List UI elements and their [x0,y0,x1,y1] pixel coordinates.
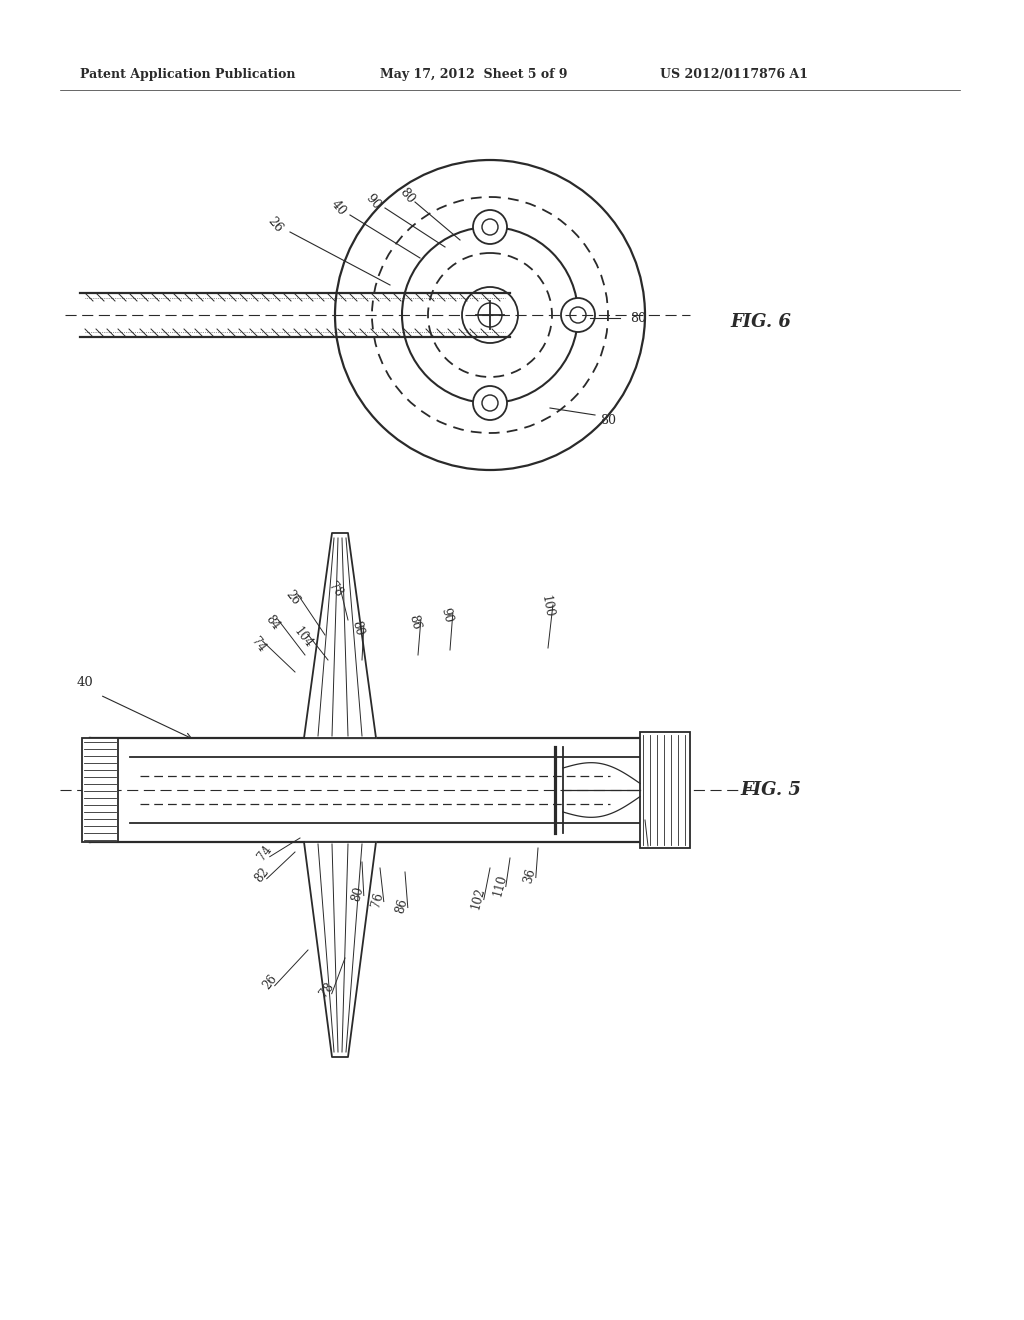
Text: 40: 40 [77,676,93,689]
Text: 74: 74 [255,843,274,863]
Bar [90,738,660,842]
Text: 86: 86 [394,898,411,915]
Text: 100: 100 [539,594,555,618]
Bar [640,733,690,847]
Text: 80: 80 [600,413,616,426]
Text: 98: 98 [641,833,655,846]
Text: 78: 78 [317,981,337,999]
Circle shape [561,298,595,333]
Text: Patent Application Publication: Patent Application Publication [80,69,296,81]
Polygon shape [304,533,376,738]
Text: 26: 26 [260,972,280,991]
Text: 104: 104 [291,626,315,651]
Text: 40: 40 [328,198,348,218]
Text: 90: 90 [438,606,456,624]
Polygon shape [304,842,376,1057]
Circle shape [473,210,507,244]
Text: 80: 80 [397,186,417,206]
Text: 82: 82 [252,865,271,884]
Text: 80: 80 [350,886,367,903]
Text: FIG. 5: FIG. 5 [740,781,801,799]
Bar [82,738,118,842]
Text: 78: 78 [326,579,345,599]
Text: 80: 80 [630,312,646,325]
Text: 90: 90 [362,191,383,213]
Text: US 2012/0117876 A1: US 2012/0117876 A1 [660,69,808,81]
Text: May 17, 2012  Sheet 5 of 9: May 17, 2012 Sheet 5 of 9 [380,69,567,81]
Bar [80,293,510,337]
Text: 26: 26 [265,215,285,235]
Text: FIG. 6: FIG. 6 [730,313,791,331]
Circle shape [473,385,507,420]
Text: 76: 76 [370,891,386,909]
Text: 80: 80 [350,619,367,636]
Text: 26: 26 [284,589,303,609]
Text: 36: 36 [522,867,539,884]
Text: 102: 102 [469,886,487,911]
Text: 74: 74 [248,635,267,655]
Text: 110: 110 [490,873,509,898]
Text: 84: 84 [263,612,283,632]
Text: 86: 86 [407,612,423,631]
